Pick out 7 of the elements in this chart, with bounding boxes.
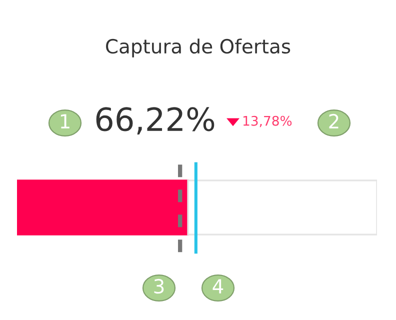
text: 2 (329, 114, 338, 128)
text: 4 (212, 279, 224, 294)
text: 3 (154, 278, 164, 294)
chart-title: Captura de Ofertas (106, 38, 290, 58)
text: 66,22% (96, 107, 214, 135)
text: 13,78% (243, 116, 292, 128)
text: 1 (60, 114, 70, 128)
